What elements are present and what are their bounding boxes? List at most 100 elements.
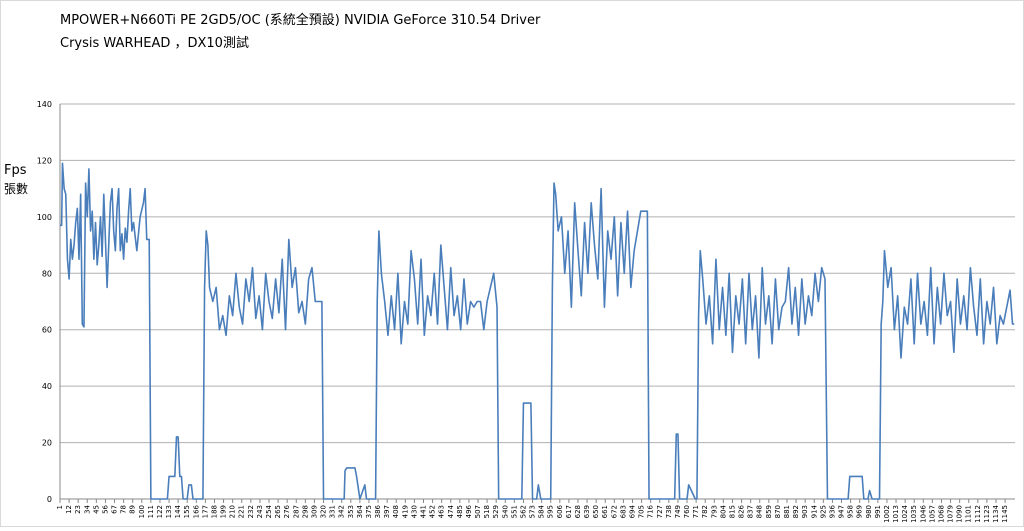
x-tick-label: 89 — [129, 505, 137, 514]
x-tick-label: 34 — [83, 504, 91, 513]
x-tick-label: 639 — [583, 505, 591, 518]
x-tick-label: 1101 — [965, 505, 973, 523]
y-tick-label: 20 — [42, 439, 52, 448]
x-tick-label: 1123 — [983, 505, 991, 523]
x-tick-label: 463 — [438, 505, 446, 518]
x-tick-label: 914 — [810, 504, 818, 518]
x-tick-label: 584 — [538, 504, 546, 518]
x-tick-label: 925 — [819, 505, 827, 518]
x-tick-label: 705 — [638, 505, 646, 518]
x-tick-label: 903 — [801, 505, 809, 518]
x-tick-label: 144 — [174, 504, 182, 518]
x-tick-label: 661 — [601, 505, 609, 518]
x-tick-label: 1002 — [883, 505, 891, 523]
y-tick-label: 140 — [37, 100, 52, 109]
x-tick-label: 551 — [510, 505, 518, 518]
x-tick-label: 276 — [283, 504, 291, 518]
x-tick-label: 804 — [719, 504, 727, 518]
x-tick-label: 111 — [147, 505, 155, 518]
x-tick-label: 474 — [447, 504, 455, 518]
x-tick-label: 562 — [519, 505, 527, 518]
x-tick-label: 936 — [828, 504, 836, 518]
x-tick-label: 419 — [401, 505, 409, 518]
x-tick-label: 1145 — [1001, 505, 1009, 523]
x-tick-label: 1112 — [974, 505, 982, 523]
x-tick-label: 628 — [574, 505, 582, 518]
x-tick-label: 738 — [665, 505, 673, 518]
y-axis-label: Fps — [4, 163, 27, 178]
x-tick-label: 529 — [492, 505, 500, 518]
x-tick-label: 485 — [456, 505, 464, 518]
x-tick-label: 298 — [301, 505, 309, 518]
x-tick-label: 991 — [874, 505, 882, 518]
x-tick-label: 1 — [56, 505, 64, 509]
x-tick-label: 287 — [292, 505, 300, 518]
x-tick-label: 958 — [847, 505, 855, 518]
x-tick-label: 232 — [247, 505, 255, 518]
y-tick-label: 80 — [42, 269, 52, 278]
x-tick-label: 45 — [92, 505, 100, 514]
x-tick-label: 881 — [783, 505, 791, 518]
x-tick-label: 56 — [101, 504, 109, 513]
x-tick-label: 386 — [374, 504, 382, 518]
x-tick-label: 210 — [229, 505, 237, 518]
x-tick-label: 837 — [747, 505, 755, 518]
x-tick-label: 947 — [838, 505, 846, 518]
x-tick-label: 1134 — [992, 504, 1000, 522]
x-tick-label: 430 — [410, 505, 418, 518]
x-tick-label: 782 — [701, 505, 709, 518]
x-tick-label: 760 — [683, 505, 691, 518]
x-tick-label: 859 — [765, 505, 773, 518]
x-tick-label: 177 — [201, 505, 209, 518]
x-tick-label: 320 — [320, 505, 328, 518]
x-tick-label: 441 — [419, 505, 427, 518]
y-tick-label: 100 — [37, 213, 52, 222]
x-tick-label: 254 — [265, 504, 273, 518]
y-tick-label: 0 — [47, 495, 52, 504]
y-tick-label: 120 — [37, 156, 52, 165]
x-tick-label: 518 — [483, 505, 491, 518]
x-tick-label: 375 — [365, 505, 373, 518]
x-tick-label: 1079 — [947, 505, 955, 523]
x-tick-label: 408 — [392, 505, 400, 518]
x-tick-label: 650 — [592, 505, 600, 518]
x-tick-label: 199 — [220, 505, 228, 518]
x-tick-label: 1024 — [901, 504, 909, 522]
x-tick-label: 122 — [156, 505, 164, 518]
data-line — [60, 162, 1015, 500]
x-tick-label: 496 — [465, 504, 473, 518]
x-tick-label: 848 — [756, 505, 764, 518]
x-tick-label: 1046 — [919, 504, 927, 522]
x-tick-label: 188 — [210, 505, 218, 518]
x-tick-label: 100 — [138, 505, 146, 518]
x-tick-label: 397 — [383, 505, 391, 518]
x-tick-label: 342 — [338, 505, 346, 518]
x-tick-label: 727 — [656, 505, 664, 518]
x-tick-label: 672 — [610, 505, 618, 518]
x-tick-label: 771 — [692, 505, 700, 518]
x-tick-label: 265 — [274, 505, 282, 518]
x-tick-label: 12 — [65, 505, 73, 514]
x-tick-label: 826 — [738, 504, 746, 518]
x-tick-label: 1090 — [956, 505, 964, 523]
x-tick-label: 67 — [111, 505, 119, 514]
x-tick-label: 1057 — [928, 505, 936, 523]
x-tick-label: 573 — [529, 505, 537, 518]
x-tick-label: 221 — [238, 505, 246, 518]
x-tick-label: 166 — [192, 504, 200, 518]
x-tick-label: 606 — [556, 504, 564, 518]
x-tick-label: 540 — [501, 505, 509, 518]
x-tick-label: 980 — [865, 505, 873, 518]
x-tick-label: 1035 — [910, 505, 918, 523]
x-tick-label: 617 — [565, 505, 573, 518]
chart-subtitle: Crysis WARHEAD ，DX10測試 — [60, 35, 249, 51]
x-tick-label: 1013 — [892, 505, 900, 523]
x-tick-label: 243 — [256, 505, 264, 518]
x-tick-label: 78 — [120, 505, 128, 514]
x-tick-label: 683 — [619, 505, 627, 518]
x-tick-label: 364 — [356, 504, 364, 518]
x-tick-label: 716 — [647, 504, 655, 518]
x-tick-label: 331 — [329, 505, 337, 518]
x-tick-label: 793 — [710, 505, 718, 518]
